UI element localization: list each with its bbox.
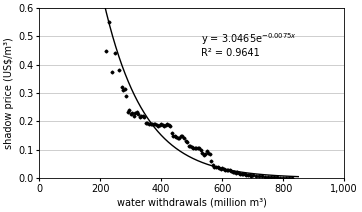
Y-axis label: shadow price (US$/m³): shadow price (US$/m³) bbox=[4, 37, 14, 149]
X-axis label: water withdrawals (million m³): water withdrawals (million m³) bbox=[117, 198, 266, 208]
Text: y = 3.0465e$^{-0.0075x}$
R² = 0.9641: y = 3.0465e$^{-0.0075x}$ R² = 0.9641 bbox=[201, 31, 297, 58]
